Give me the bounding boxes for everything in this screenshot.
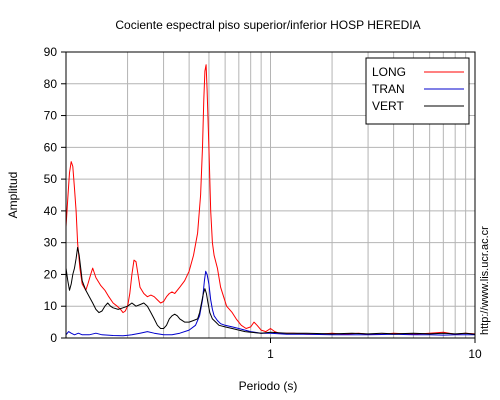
- y-tick-label: 0: [50, 331, 57, 345]
- grid-lines: [66, 52, 475, 338]
- y-tick-label: 90: [44, 45, 58, 59]
- series-lines: [65, 64, 476, 337]
- y-axis-label: Amplitud: [6, 172, 20, 219]
- y-tick-label: 50: [44, 172, 58, 186]
- chart-title: Cociente espectral piso superior/inferio…: [115, 18, 420, 32]
- legend-label-vert: VERT: [372, 99, 404, 113]
- legend-label-long: LONG: [372, 65, 406, 79]
- y-tick-label: 20: [44, 267, 58, 281]
- source-url-text: http://www.lis.ucr.ac.cr: [479, 226, 491, 335]
- legend: LONG TRAN VERT: [365, 57, 470, 125]
- y-tick-label: 60: [44, 140, 58, 154]
- y-tick-label: 80: [44, 77, 58, 91]
- y-tick-label: 70: [44, 109, 58, 123]
- x-tick-label: 10: [468, 347, 482, 361]
- series-line-vert: [65, 246, 476, 335]
- legend-box: [365, 57, 470, 125]
- y-tick-label: 40: [44, 204, 58, 218]
- y-tick-label: 10: [44, 299, 58, 313]
- y-tick-label: 30: [44, 236, 58, 250]
- series-line-tran: [65, 270, 475, 337]
- legend-label-tran: TRAN: [372, 82, 405, 96]
- x-axis-ticks: 1 10: [267, 338, 482, 361]
- x-tick-label: 1: [267, 347, 274, 361]
- y-axis-ticks: 0 10 20 30 40 50 60 70 80 90: [44, 45, 66, 345]
- x-axis-label: Periodo (s): [239, 379, 298, 393]
